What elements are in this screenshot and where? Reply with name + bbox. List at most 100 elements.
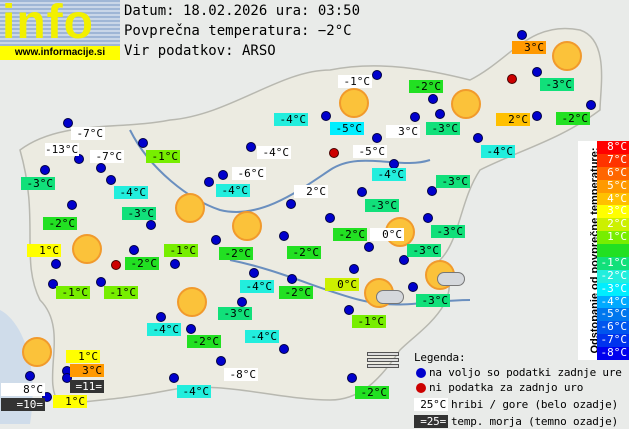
station-dot[interactable]	[237, 297, 247, 307]
station-dot[interactable]	[170, 259, 180, 269]
station-missing-dot[interactable]	[329, 148, 339, 158]
station-dot[interactable]	[279, 231, 289, 241]
station-dot[interactable]	[586, 100, 596, 110]
sun-icon	[177, 287, 207, 317]
sun-icon	[451, 89, 481, 119]
scale-row: 6°C	[597, 166, 629, 180]
station-dot[interactable]	[344, 305, 354, 315]
station-dot[interactable]	[218, 170, 228, 180]
station-dot[interactable]	[399, 255, 409, 265]
temperature-label: 1°C	[27, 244, 61, 257]
scale-row: -8°C	[597, 346, 629, 360]
station-dot[interactable]	[249, 268, 259, 278]
station-dot[interactable]	[349, 264, 359, 274]
station-dot[interactable]	[287, 274, 297, 284]
station-dot[interactable]	[286, 199, 296, 209]
cloud-icon	[437, 272, 465, 286]
station-dot[interactable]	[40, 165, 50, 175]
station-dot[interactable]	[204, 177, 214, 187]
temperature-label: -1°C	[164, 244, 198, 257]
logo[interactable]: info www.informacije.si	[0, 0, 120, 60]
station-dot[interactable]	[169, 373, 179, 383]
sea-temperature-label: =11=	[70, 380, 104, 393]
scale-row: 4°C	[597, 192, 629, 206]
temperature-label: -2°C	[187, 335, 221, 348]
temperature-label: -2°C	[125, 257, 159, 270]
legend-mountain: hribi / gore (belo ozadje)	[451, 398, 618, 411]
temperature-label: 0°C	[325, 278, 359, 291]
station-dot[interactable]	[246, 142, 256, 152]
station-dot[interactable]	[138, 138, 148, 148]
station-dot[interactable]	[146, 220, 156, 230]
station-dot[interactable]	[156, 312, 166, 322]
station-dot[interactable]	[423, 213, 433, 223]
scale-row: -6°C	[597, 320, 629, 335]
temperature-label: -3°C	[436, 175, 470, 188]
temperature-label: -5°C	[353, 145, 387, 158]
temperature-label: -2°C	[43, 217, 77, 230]
station-dot[interactable]	[408, 282, 418, 292]
temperature-label: 2°C	[294, 185, 328, 198]
station-dot[interactable]	[473, 133, 483, 143]
station-missing-dot[interactable]	[507, 74, 517, 84]
station-dot[interactable]	[42, 392, 52, 402]
temperature-label: -5°C	[330, 122, 364, 135]
scale-row: -4°C	[597, 295, 629, 309]
station-dot[interactable]	[532, 67, 542, 77]
station-dot[interactable]	[321, 111, 331, 121]
station-dot[interactable]	[51, 259, 61, 269]
scale-row: -5°C	[597, 308, 629, 322]
station-dot[interactable]	[532, 111, 542, 121]
station-dot[interactable]	[67, 200, 77, 210]
source-line: Vir podatkov: ARSO	[124, 43, 276, 59]
sea-temperature-label: =10=	[1, 398, 45, 411]
station-dot[interactable]	[129, 245, 139, 255]
scale-row: 3°C	[597, 205, 629, 219]
station-dot[interactable]	[279, 344, 289, 354]
station-dot[interactable]	[63, 118, 73, 128]
station-dot[interactable]	[62, 373, 72, 383]
station-dot[interactable]	[428, 94, 438, 104]
temperature-label: -2°C	[279, 286, 313, 299]
logo-word: info	[2, 0, 94, 49]
scale-row: -2°C	[597, 269, 629, 283]
scale-row: 7°C	[597, 153, 629, 167]
legend-available: na voljo so podatki zadnje ure	[429, 366, 622, 379]
scale-row: 1°C	[597, 230, 629, 245]
temperature-label: 2°C	[496, 113, 530, 126]
station-dot[interactable]	[435, 109, 445, 119]
station-dot[interactable]	[372, 70, 382, 80]
temperature-label: -1°C	[338, 75, 372, 88]
station-dot[interactable]	[106, 175, 116, 185]
scale-row: 2°C	[597, 217, 629, 232]
average-temperature-line: Povprečna temperatura: −2°C	[124, 23, 352, 39]
station-dot[interactable]	[517, 30, 527, 40]
station-dot[interactable]	[96, 277, 106, 287]
station-dot[interactable]	[364, 242, 374, 252]
station-dot[interactable]	[25, 371, 35, 381]
temperature-label: -3°C	[431, 225, 465, 238]
station-dot[interactable]	[186, 324, 196, 334]
station-dot[interactable]	[372, 133, 382, 143]
station-dot[interactable]	[211, 235, 221, 245]
station-dot[interactable]	[410, 112, 420, 122]
station-dot[interactable]	[427, 186, 437, 196]
temperature-label: -2°C	[556, 112, 590, 125]
sun-icon	[72, 234, 102, 264]
legend-missing: ni podatka za zadnjo uro	[429, 381, 584, 394]
station-dot[interactable]	[216, 356, 226, 366]
legend: Legenda: na voljo so podatki zadnje ure …	[414, 350, 622, 429]
scale-row: 5°C	[597, 179, 629, 193]
station-dot[interactable]	[347, 373, 357, 383]
station-dot[interactable]	[96, 163, 106, 173]
station-missing-dot[interactable]	[111, 260, 121, 270]
temperature-label: 3°C	[512, 41, 546, 54]
temperature-label: 8°C	[1, 383, 45, 396]
logo-url[interactable]: www.informacije.si	[0, 46, 120, 60]
temperature-label: -8°C	[224, 368, 258, 381]
station-dot[interactable]	[74, 154, 84, 164]
station-dot[interactable]	[325, 213, 335, 223]
station-dot[interactable]	[357, 187, 367, 197]
temperature-label: -3°C	[407, 244, 441, 257]
station-dot[interactable]	[48, 279, 58, 289]
